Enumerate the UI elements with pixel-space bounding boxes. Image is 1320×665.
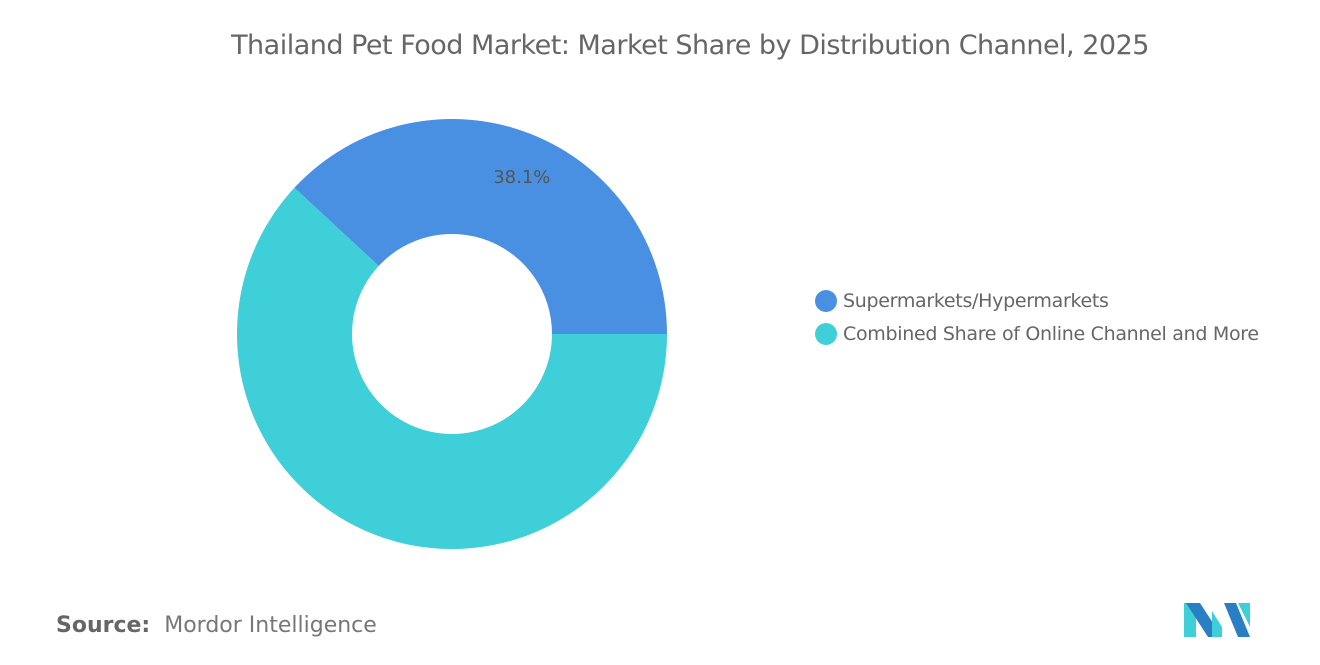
legend-label: Combined Share of Online Channel and Mor… [843, 322, 1259, 345]
donut-slice [294, 118, 667, 335]
legend-label: Supermarkets/Hypermarkets [843, 289, 1109, 312]
data-label: 38.1% [493, 167, 550, 188]
legend-item-supermarkets[interactable]: Supermarkets/Hypermarkets [815, 284, 1259, 317]
legend-swatch [815, 289, 837, 312]
legend-swatch [815, 322, 837, 345]
donut-slice [237, 187, 667, 549]
source-label: Source: [56, 613, 151, 638]
legend: Supermarkets/Hypermarkets Combined Share… [815, 284, 1259, 350]
legend-item-online[interactable]: Combined Share of Online Channel and Mor… [815, 317, 1259, 350]
mordor-intelligence-logo [1184, 603, 1250, 637]
chart-title: Thailand Pet Food Market: Market Share b… [231, 30, 1149, 61]
source-note: Source: Mordor Intelligence [56, 613, 377, 638]
source-value: Mordor Intelligence [164, 613, 377, 638]
